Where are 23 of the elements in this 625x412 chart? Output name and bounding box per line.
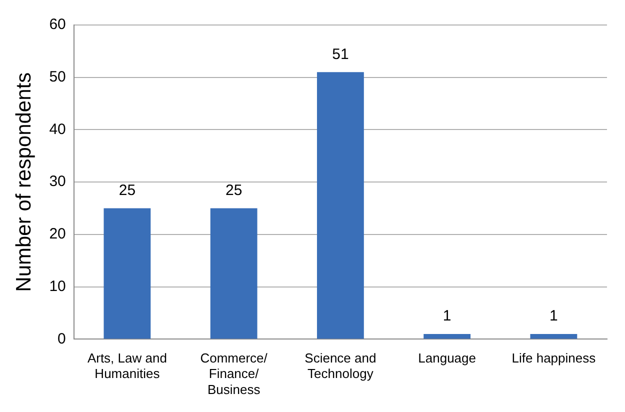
data-label: 1 [550, 308, 558, 325]
y-axis-title: Number of respondents [12, 72, 36, 292]
data-label: 25 [225, 182, 242, 199]
x-tick-label: Life happiness [512, 350, 596, 366]
y-tick-label: 50 [49, 68, 66, 86]
data-label: 51 [332, 46, 349, 63]
y-tick-label: 10 [49, 278, 66, 295]
bar [530, 334, 578, 339]
y-tick-label: 20 [49, 226, 66, 243]
bar [210, 208, 258, 339]
x-tick-label: Commerce/Finance/Business [200, 350, 268, 397]
x-tick-label: Science and Technology [304, 350, 376, 382]
bar [316, 72, 364, 339]
y-tick-label: 60 [49, 16, 66, 34]
data-label: 25 [118, 182, 136, 199]
data-label: 1 [442, 308, 452, 325]
bar [104, 208, 151, 339]
y-tick-label: 30 [49, 173, 66, 190]
x-tick-label: Language [418, 350, 476, 366]
bar [424, 334, 471, 339]
y-tick-label: 0 [58, 330, 66, 348]
x-tick-label: Arts, Law and Humanities [87, 350, 167, 382]
y-tick-label: 40 [49, 120, 66, 138]
